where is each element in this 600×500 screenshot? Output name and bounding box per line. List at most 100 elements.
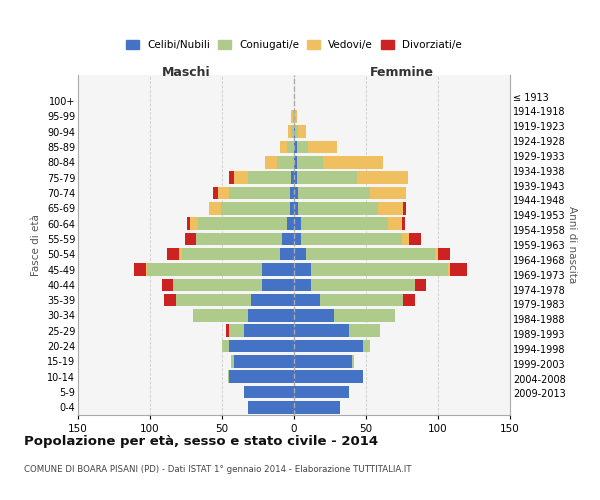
Bar [403, 202, 406, 214]
Bar [323, 156, 383, 168]
Text: Popolazione per età, sesso e stato civile - 2014: Popolazione per età, sesso e stato civil… [24, 435, 378, 448]
Bar [294, 172, 297, 184]
Bar [294, 232, 301, 245]
Bar [298, 126, 305, 138]
Bar [294, 126, 295, 138]
Bar [229, 172, 233, 184]
Bar [229, 324, 244, 337]
Bar [185, 232, 196, 245]
Bar [370, 186, 406, 199]
Y-axis label: Anni di nascita: Anni di nascita [566, 206, 577, 284]
Bar [294, 110, 295, 122]
Bar [230, 355, 233, 368]
Bar [134, 263, 146, 276]
Bar [294, 370, 363, 383]
Bar [293, 110, 294, 122]
Bar [298, 202, 377, 214]
Bar [221, 202, 290, 214]
Bar [146, 263, 147, 276]
Bar [244, 386, 294, 398]
Bar [294, 355, 352, 368]
Bar [294, 218, 301, 230]
Bar [179, 248, 182, 260]
Bar [435, 248, 438, 260]
Bar [280, 140, 287, 153]
Bar [287, 140, 294, 153]
Bar [294, 140, 297, 153]
Text: COMUNE DI BOARA PISANI (PD) - Dati ISTAT 1° gennaio 2014 - Elaborazione TUTTITAL: COMUNE DI BOARA PISANI (PD) - Dati ISTAT… [24, 465, 412, 474]
Bar [363, 340, 370, 352]
Bar [295, 110, 297, 122]
Bar [147, 263, 262, 276]
Bar [226, 324, 229, 337]
Bar [349, 324, 380, 337]
Bar [403, 294, 415, 306]
Bar [294, 278, 311, 291]
Bar [311, 278, 415, 291]
Bar [291, 172, 294, 184]
Bar [222, 340, 229, 352]
Bar [358, 172, 408, 184]
Bar [193, 309, 248, 322]
Bar [277, 156, 294, 168]
Bar [305, 248, 435, 260]
Bar [251, 294, 294, 306]
Bar [297, 140, 308, 153]
Bar [265, 156, 277, 168]
Bar [288, 126, 291, 138]
Bar [448, 263, 449, 276]
Text: Femmine: Femmine [370, 66, 434, 79]
Bar [295, 126, 298, 138]
Bar [248, 309, 294, 322]
Bar [294, 263, 311, 276]
Bar [167, 248, 179, 260]
Bar [438, 248, 449, 260]
Bar [283, 232, 294, 245]
Bar [311, 263, 448, 276]
Bar [214, 186, 218, 199]
Bar [173, 278, 262, 291]
Bar [229, 370, 294, 383]
Bar [377, 202, 403, 214]
Bar [415, 278, 427, 291]
Bar [228, 370, 229, 383]
Bar [290, 202, 294, 214]
Bar [301, 232, 402, 245]
Y-axis label: Fasce di età: Fasce di età [31, 214, 41, 276]
Bar [388, 218, 402, 230]
Bar [294, 340, 363, 352]
Bar [402, 232, 409, 245]
Bar [294, 248, 305, 260]
Bar [182, 248, 280, 260]
Bar [287, 218, 294, 230]
Bar [164, 294, 176, 306]
Bar [294, 324, 349, 337]
Legend: Celibi/Nubili, Coniugati/e, Vedovi/e, Divorziati/e: Celibi/Nubili, Coniugati/e, Vedovi/e, Di… [122, 36, 466, 54]
Bar [190, 218, 197, 230]
Bar [209, 202, 221, 214]
Bar [294, 186, 298, 199]
Bar [409, 232, 421, 245]
Bar [244, 324, 294, 337]
Bar [176, 294, 251, 306]
Bar [320, 294, 403, 306]
Bar [197, 218, 287, 230]
Bar [280, 248, 294, 260]
Bar [229, 340, 294, 352]
Bar [298, 186, 370, 199]
Bar [294, 386, 349, 398]
Bar [262, 278, 294, 291]
Text: Maschi: Maschi [161, 66, 211, 79]
Bar [248, 401, 294, 413]
Bar [248, 172, 291, 184]
Bar [297, 172, 358, 184]
Bar [262, 263, 294, 276]
Bar [294, 309, 334, 322]
Bar [308, 140, 337, 153]
Bar [161, 278, 173, 291]
Bar [294, 401, 340, 413]
Bar [294, 202, 298, 214]
Bar [291, 126, 294, 138]
Bar [233, 172, 248, 184]
Bar [233, 355, 294, 368]
